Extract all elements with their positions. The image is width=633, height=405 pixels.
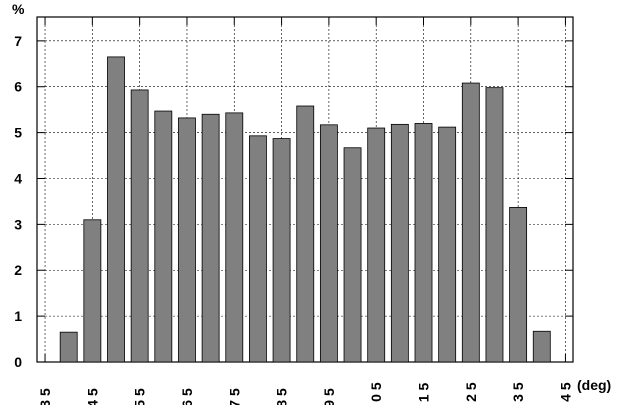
bar [272,138,291,363]
bar [319,124,338,363]
x-tick-label: 65 [179,384,195,405]
bar [461,82,480,363]
bar [59,331,78,363]
y-tick-label: 5 [14,125,22,141]
bar [83,219,102,363]
x-tick-label: 125 [463,378,479,405]
y-tick-label: 4 [14,170,22,186]
bar [154,110,173,363]
x-axis-label: (deg) [577,377,611,393]
bar [509,206,528,363]
x-tick-label: 115 [416,379,432,405]
x-tick-label: 85 [274,384,290,405]
x-tick-label: 35 [37,384,53,405]
y-axis-label: % [12,1,25,17]
x-tick-label: 135 [510,378,526,405]
bar [107,56,125,363]
bar [178,117,196,363]
bar [201,113,220,363]
bar [532,330,551,363]
bar [296,105,315,363]
bar [130,89,149,363]
bar [438,126,457,363]
y-tick-label: 6 [14,79,22,95]
y-tick-label: 3 [14,216,22,232]
bar [414,123,433,363]
bar [225,112,244,363]
x-tick-label: 145 [557,378,573,405]
x-tick-label: 105 [368,378,384,405]
y-tick-label: 7 [14,33,22,49]
y-tick-label: 0 [14,354,22,370]
bar [485,87,504,363]
bar [367,127,386,363]
x-tick-label: 55 [132,384,148,405]
y-tick-label: 1 [14,308,22,324]
bar [390,123,409,363]
bar [249,135,267,363]
y-tick-label: 2 [14,262,22,278]
x-tick-label: 45 [84,384,100,405]
x-tick-label: 95 [321,384,337,405]
bar [343,147,362,363]
x-tick-label: 75 [226,384,242,405]
